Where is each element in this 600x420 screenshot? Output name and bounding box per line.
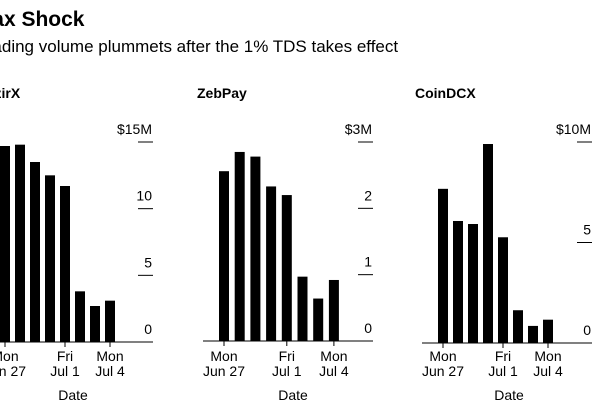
x-tick-label: Mon <box>210 348 237 364</box>
bar-jul-3 <box>528 325 538 343</box>
x-tick-label: Jul 4 <box>95 363 125 379</box>
x-tick-label: Mon <box>429 348 456 364</box>
bar-jul-2 <box>297 276 308 341</box>
bar-jun-30 <box>483 144 493 343</box>
x-tick-label: Jul 1 <box>488 363 518 379</box>
bar-jul-4 <box>328 279 339 341</box>
bar-jul-1 <box>498 237 508 343</box>
bar-jun-28 <box>15 144 25 342</box>
bar-jun-27 <box>438 188 448 343</box>
bar-jun-29 <box>30 162 40 342</box>
bar-jun-29 <box>468 224 478 343</box>
bar-jul-4 <box>543 319 553 343</box>
panel-title: WazirX <box>0 85 21 101</box>
x-tick-label: Jun 27 <box>0 363 26 379</box>
x-tick-label: Jul 1 <box>272 363 302 379</box>
y-tick-label: $3M <box>345 121 372 137</box>
bar-jun-29 <box>250 156 261 341</box>
x-axis-label: Date <box>278 387 308 403</box>
panel-title: ZebPay <box>197 85 247 101</box>
x-tick-label: Jul 4 <box>319 363 349 379</box>
bar-jun-30 <box>266 186 277 341</box>
bar-jul-3 <box>313 298 324 341</box>
x-tick-label: Jul 4 <box>533 363 563 379</box>
x-axis-label: Date <box>494 387 524 403</box>
bar-jul-2 <box>513 310 523 343</box>
y-tick-label: 10 <box>136 188 152 204</box>
x-tick-label: Fri <box>495 348 511 364</box>
chart-title: Tax Shock <box>0 8 85 31</box>
bar-jul-1 <box>60 186 70 342</box>
panel-title: CoinDCX <box>415 85 476 101</box>
y-tick-label: 0 <box>144 321 152 337</box>
bar-jul-1 <box>281 195 292 341</box>
y-tick-label: 0 <box>583 322 591 338</box>
bar-jun-28 <box>234 151 245 341</box>
x-axis-label: Date <box>58 387 88 403</box>
bar-jun-27 <box>0 146 10 342</box>
x-tick-label: Mon <box>320 348 347 364</box>
x-tick-label: Mon <box>96 348 123 364</box>
y-tick-label: 5 <box>144 254 152 270</box>
x-tick-label: Jun 27 <box>422 363 464 379</box>
x-tick-label: Mon <box>0 348 19 364</box>
bar-jun-28 <box>453 220 463 343</box>
bar-jul-4 <box>105 300 115 342</box>
y-tick-label: 2 <box>364 187 372 203</box>
x-tick-label: Mon <box>534 348 561 364</box>
bar-jul-3 <box>90 306 100 342</box>
chart-subtitle: Trading volume plummets after the 1% TDS… <box>0 37 399 56</box>
bar-jun-27 <box>219 171 229 341</box>
y-tick-label: 5 <box>583 222 591 238</box>
y-tick-label: 0 <box>364 320 372 336</box>
bar-jun-30 <box>45 175 55 342</box>
y-tick-label: $15M <box>117 121 152 137</box>
x-tick-label: Fri <box>279 348 295 364</box>
bar-jul-2 <box>75 291 85 342</box>
y-tick-label: $10M <box>556 121 591 137</box>
x-tick-label: Jul 1 <box>50 363 80 379</box>
x-tick-label: Fri <box>57 348 73 364</box>
y-tick-label: 1 <box>364 254 372 270</box>
x-tick-label: Jun 27 <box>203 363 245 379</box>
